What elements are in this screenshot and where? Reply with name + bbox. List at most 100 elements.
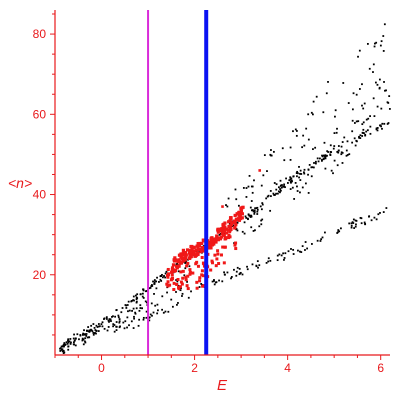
black-point	[354, 144, 357, 147]
red-point	[217, 262, 221, 266]
red-point	[179, 280, 183, 284]
black-point	[153, 281, 156, 284]
black-point	[94, 332, 96, 334]
black-point	[60, 345, 63, 348]
red-point	[219, 235, 224, 239]
red-point	[240, 216, 244, 220]
red-point	[172, 258, 176, 262]
black-point	[341, 151, 344, 154]
black-point	[84, 341, 87, 344]
black-point	[337, 229, 340, 231]
black-point	[112, 315, 114, 318]
black-point	[375, 41, 378, 44]
black-point	[161, 295, 164, 298]
black-point	[322, 154, 325, 157]
black-point	[281, 184, 283, 186]
red-point	[216, 252, 220, 256]
black-point	[134, 312, 137, 315]
black-point	[272, 192, 275, 195]
black-point	[355, 219, 358, 222]
black-point	[280, 184, 282, 187]
black-point	[299, 172, 301, 175]
black-point	[97, 330, 100, 332]
red-point	[176, 278, 180, 281]
black-point	[82, 338, 85, 341]
black-point	[354, 219, 357, 222]
red-point	[188, 256, 192, 260]
red-point	[229, 227, 233, 231]
black-point	[142, 288, 144, 291]
black-point	[243, 232, 246, 235]
red-point	[177, 264, 181, 268]
black-point	[128, 324, 130, 327]
black-point	[266, 170, 268, 172]
black-point	[292, 130, 294, 133]
black-point	[164, 310, 167, 313]
red-point	[228, 220, 233, 224]
red-point	[232, 219, 236, 223]
black-point	[295, 134, 298, 137]
red-point	[196, 252, 200, 256]
black-point	[310, 166, 313, 169]
black-point	[327, 81, 329, 83]
black-point	[270, 195, 272, 198]
black-point	[377, 213, 380, 216]
black-point	[350, 222, 353, 225]
black-point	[312, 100, 315, 103]
red-point	[175, 282, 179, 286]
black-point	[239, 271, 242, 274]
black-point	[130, 320, 133, 323]
black-point	[260, 223, 263, 226]
black-point	[317, 160, 320, 163]
black-point	[134, 294, 137, 297]
black-point	[166, 291, 168, 294]
black-point	[296, 190, 299, 192]
black-point	[273, 182, 276, 184]
black-point	[295, 172, 298, 174]
black-point	[333, 145, 336, 147]
black-point	[329, 153, 332, 156]
black-point	[319, 157, 321, 160]
black-point	[83, 333, 86, 336]
black-point	[375, 127, 378, 130]
black-point	[69, 343, 72, 345]
black-point	[236, 229, 239, 232]
black-point	[260, 219, 263, 222]
black-point	[283, 258, 285, 261]
black-point	[301, 146, 304, 149]
black-point	[227, 197, 230, 200]
red-point	[167, 272, 171, 276]
black-point	[314, 146, 317, 149]
black-point	[141, 307, 143, 310]
black-point	[301, 245, 304, 248]
black-point	[223, 271, 225, 274]
black-point	[358, 49, 361, 52]
black-point	[230, 276, 233, 278]
black-point	[289, 188, 292, 190]
black-point	[242, 187, 245, 189]
red-point	[201, 284, 205, 288]
black-point	[283, 185, 285, 188]
red-point	[258, 169, 262, 172]
black-point	[340, 153, 343, 156]
black-point	[313, 162, 315, 164]
black-point	[74, 344, 77, 347]
black-point	[296, 170, 299, 173]
red-point	[177, 285, 181, 289]
black-point	[369, 132, 372, 135]
black-point	[170, 298, 173, 301]
black-point	[141, 292, 144, 295]
red-point	[170, 273, 174, 277]
red-point	[209, 268, 213, 272]
black-point	[373, 42, 376, 45]
black-point	[257, 266, 259, 269]
black-point	[273, 193, 275, 196]
black-point	[373, 45, 376, 48]
black-point	[289, 181, 292, 183]
black-point	[319, 240, 322, 242]
black-point	[376, 129, 379, 132]
black-point	[76, 333, 79, 336]
red-point	[219, 237, 223, 241]
red-point	[186, 274, 190, 278]
black-point	[149, 286, 152, 289]
